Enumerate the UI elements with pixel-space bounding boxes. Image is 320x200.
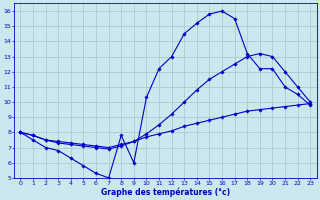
X-axis label: Graphe des températures (°c): Graphe des températures (°c)	[101, 187, 230, 197]
